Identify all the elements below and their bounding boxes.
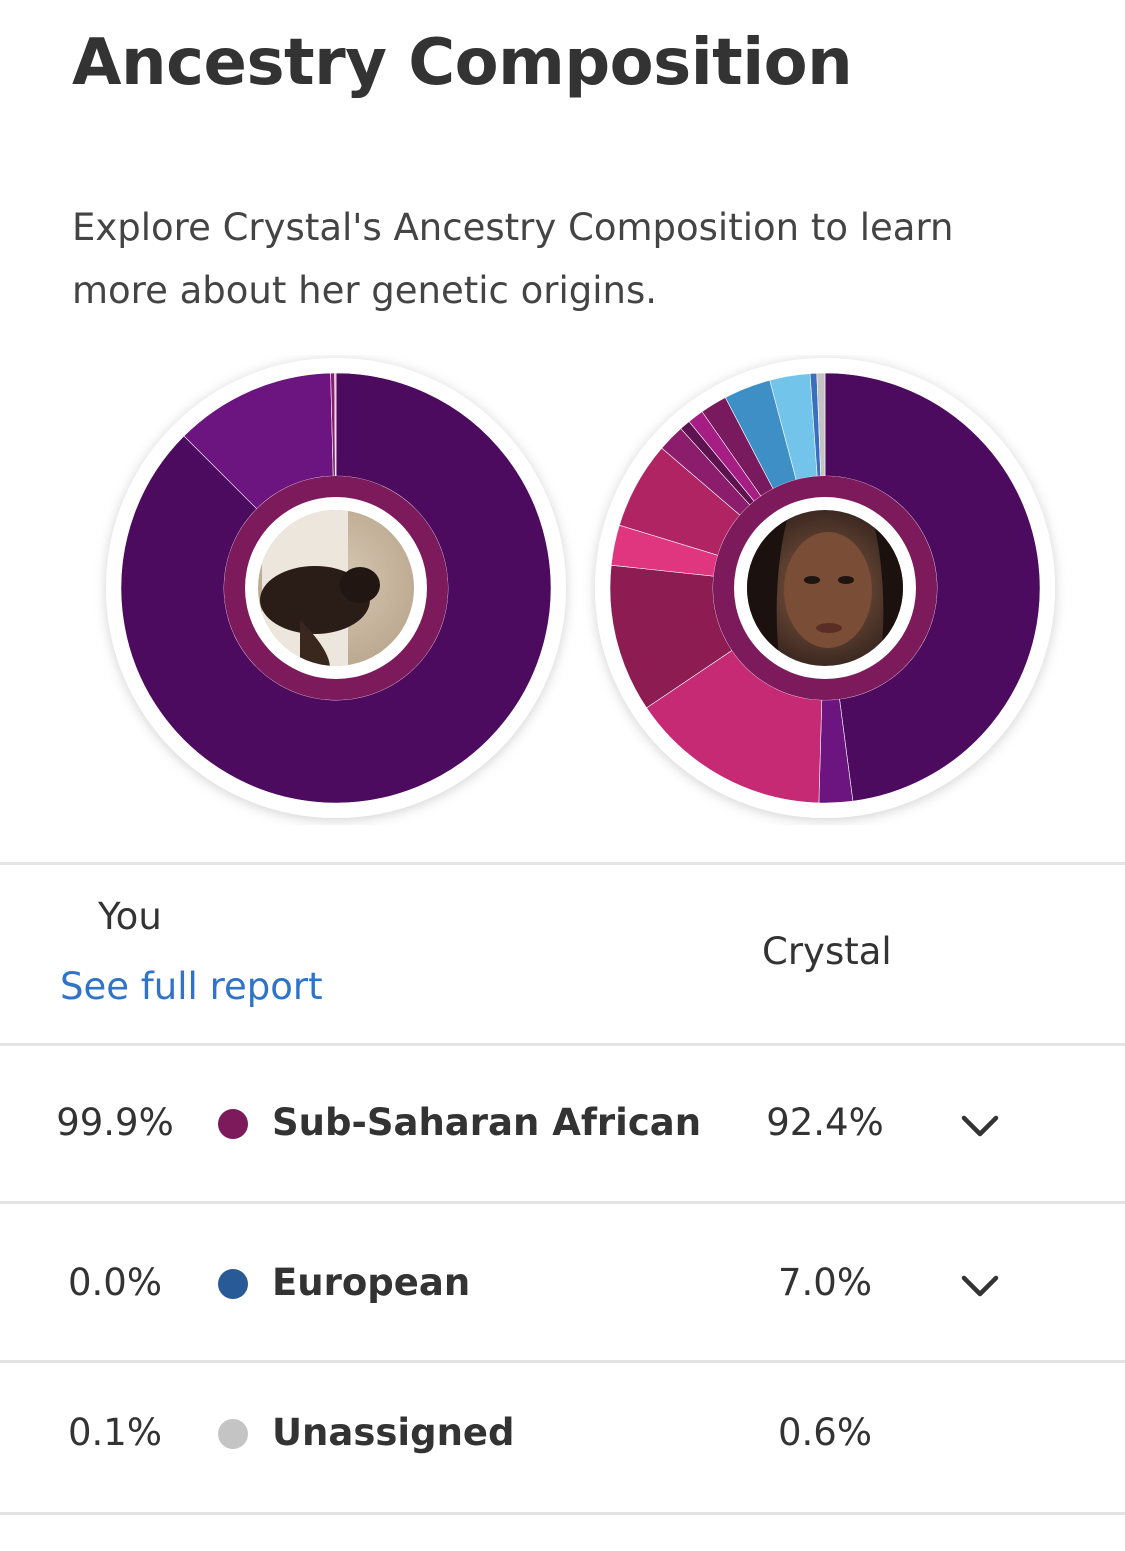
divider-header	[0, 1043, 1125, 1046]
ancestry-row-unassigned: 0.1% Unassigned 0.6%	[0, 1363, 1125, 1513]
ancestry-label: European	[272, 1261, 471, 1304]
you-percentage: 99.9%	[56, 1101, 174, 1144]
see-full-report-link[interactable]: See full report	[60, 965, 323, 1008]
you-slices	[120, 372, 552, 804]
crystal-percentage: 92.4%	[766, 1101, 884, 1144]
color-dot	[218, 1419, 248, 1449]
color-dot	[218, 1109, 248, 1139]
column-header-crystal: Crystal	[762, 930, 892, 973]
divider-bottom	[0, 1512, 1125, 1515]
ancestry-donut-charts	[106, 358, 1055, 818]
chevron-down-icon[interactable]	[958, 1104, 1002, 1148]
you-avatar	[258, 510, 414, 666]
column-header-you: You	[98, 895, 162, 938]
ancestry-row-sub-saharan[interactable]: 99.9% Sub-Saharan African 92.4%	[0, 1046, 1125, 1196]
divider-top	[0, 862, 1125, 865]
you-donut	[106, 358, 566, 818]
ancestry-label: Unassigned	[272, 1411, 515, 1454]
crystal-slices	[609, 372, 1041, 804]
crystal-donut	[595, 358, 1055, 818]
page-title: Ancestry Composition	[72, 26, 853, 100]
you-percentage: 0.1%	[68, 1411, 162, 1454]
ancestry-row-european[interactable]: 0.0% European 7.0%	[0, 1204, 1125, 1354]
color-dot	[218, 1269, 248, 1299]
page-subtitle: Explore Crystal's Ancestry Composition t…	[72, 206, 954, 312]
crystal-percentage: 7.0%	[778, 1261, 872, 1304]
you-percentage: 0.0%	[68, 1261, 162, 1304]
crystal-percentage: 0.6%	[778, 1411, 872, 1454]
ancestry-label: Sub-Saharan African	[272, 1101, 702, 1144]
divider-row-1	[0, 1201, 1125, 1204]
chevron-down-icon[interactable]	[958, 1264, 1002, 1308]
divider-row-2	[0, 1360, 1125, 1363]
